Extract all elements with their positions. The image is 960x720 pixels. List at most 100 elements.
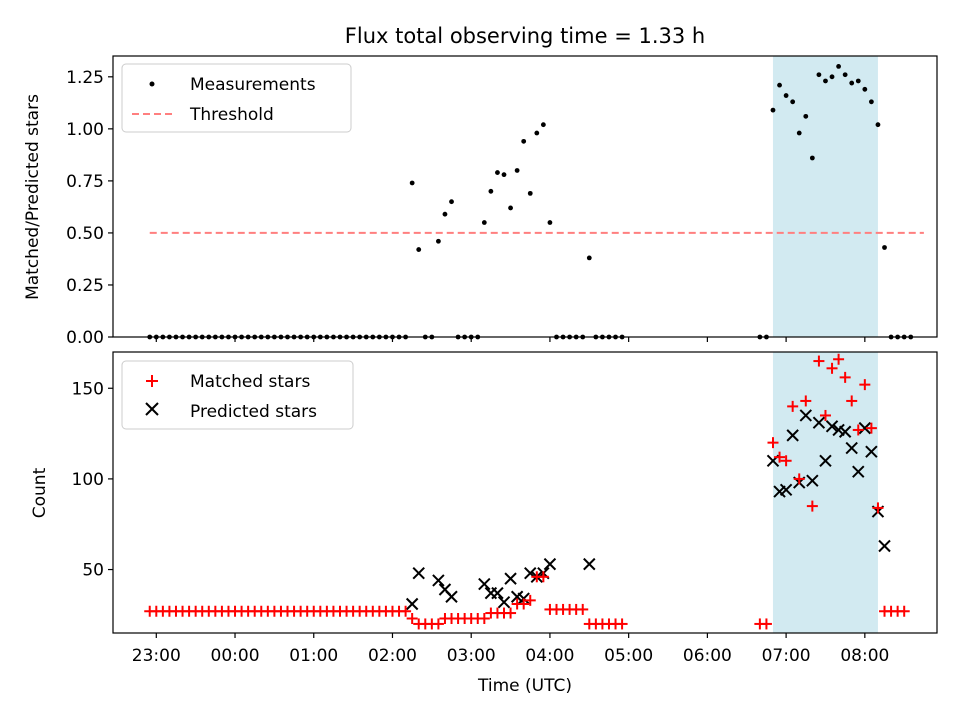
predicted-stars-point: [838, 425, 852, 438]
x-tick-label: 03:00: [447, 646, 496, 666]
top-y-tick-label: 0.75: [66, 172, 104, 192]
measurement-point: [829, 74, 835, 80]
matched-stars-point: [780, 455, 792, 467]
predicted-stars-point: [812, 416, 826, 429]
matched-stars-point: [859, 379, 871, 391]
matched-stars-point: [865, 422, 877, 434]
measurement-point: [882, 245, 887, 250]
top-y-tick-label: 0.50: [66, 224, 104, 244]
predicted-stars-point: [583, 557, 596, 571]
matched-stars-point: [478, 612, 490, 624]
x-tick-label: 02:00: [368, 646, 417, 666]
matched-stars-point: [537, 571, 549, 583]
predicted-stars-point: [543, 557, 557, 571]
bottom-y-tick-label: 100: [72, 470, 104, 490]
measurement-point: [875, 122, 881, 128]
measurement-point: [777, 82, 782, 88]
measurement-point: [842, 72, 848, 78]
x-tick-label: 06:00: [683, 646, 732, 666]
matched-stars-point: [400, 605, 412, 617]
measurement-point: [481, 220, 487, 225]
measurement-point: [803, 113, 809, 119]
top-y-tick-label: 0.00: [66, 328, 104, 348]
x-axis-label: Time (UTC): [477, 676, 572, 696]
matched-stars-point: [819, 409, 831, 421]
predicted-stars-point: [445, 590, 458, 603]
predicted-stars-point: [478, 577, 491, 591]
matched-stars-point: [846, 395, 858, 407]
bottom-y-tick-label: 50: [82, 561, 104, 581]
top-legend-box: [121, 63, 352, 133]
matched-stars-point: [406, 612, 418, 624]
measurement-point: [855, 78, 861, 84]
measurement-point: [816, 72, 822, 78]
predicted-stars-point: [819, 454, 832, 467]
measurement-point: [527, 190, 533, 196]
matched-stars-point: [774, 451, 786, 463]
top-x-axis-ticks: [155, 337, 866, 342]
top-panel: Flux total observing time = 1.33 h 0.000…: [23, 24, 938, 348]
measurement-point: [796, 130, 802, 136]
predicted-stars-point: [825, 420, 839, 433]
measurement-point: [488, 188, 494, 194]
top-y-tick-label: 0.25: [66, 276, 104, 296]
measurement-point: [849, 80, 855, 86]
matched-stars-point: [505, 607, 517, 619]
measurement-point: [508, 205, 513, 211]
bottom-y-axis-label: Count: [30, 467, 50, 518]
chart-title: Flux total observing time = 1.33 h: [345, 24, 705, 48]
measurement-point: [449, 199, 454, 205]
measurement-point: [540, 122, 546, 128]
shaded-region-top: [772, 56, 878, 337]
matched-stars-point: [518, 598, 530, 610]
predicted-stars-point: [858, 421, 872, 435]
measurement-point: [416, 247, 422, 252]
matched-stars-point: [898, 605, 910, 617]
matched-stars-point: [577, 603, 589, 615]
measurement-point: [790, 99, 796, 105]
matched-stars-point: [839, 371, 851, 383]
predicted-stars-legend-label: Predicted stars: [190, 402, 317, 422]
predicted-stars-point: [845, 441, 858, 455]
predicted-stars-point: [432, 574, 445, 587]
top-y-tick-label: 1.25: [66, 68, 104, 88]
predicted-stars-point: [779, 483, 793, 496]
matched-stars-point: [826, 362, 838, 374]
predicted-stars-point: [865, 445, 878, 458]
measurement-point: [868, 99, 874, 105]
threshold-legend-label: Threshold: [189, 105, 274, 125]
predicted-stars-point: [878, 539, 891, 553]
top-y-tick-label: 1.00: [66, 120, 104, 140]
predicted-stars-point: [799, 409, 812, 422]
predicted-stars-legend-marker: [145, 402, 159, 416]
matched-stars-legend-marker: [146, 375, 158, 387]
bottom-y-axis-ticks: 50 100 150: [72, 379, 113, 581]
matched-stars-point: [616, 618, 628, 630]
top-y-axis-ticks: 0.00 0.25 0.50 0.75 1.00 1.25: [66, 68, 113, 348]
measurement-point: [436, 238, 441, 244]
measurement-point: [809, 155, 815, 161]
matched-stars-point: [432, 618, 444, 630]
predicted-stars-point: [405, 597, 419, 611]
x-tick-label: 04:00: [525, 646, 574, 666]
matched-stars-legend-label: Matched stars: [190, 372, 310, 392]
predicted-stars-point: [806, 474, 819, 487]
top-y-axis-label: Matched/Predicted stars: [23, 94, 43, 300]
measurement-point: [534, 130, 540, 136]
matched-stars-point: [806, 500, 818, 512]
x-tick-label: 00:00: [211, 646, 260, 666]
matched-stars-point: [800, 395, 812, 407]
matched-stars-points: [144, 353, 910, 630]
top-plot-frame: [112, 55, 938, 338]
bottom-plot-frame: [112, 351, 938, 634]
bottom-legend-box: [121, 360, 354, 430]
bottom-panel: 50 100 150 23:00 00:00 01:00 02:00 03:00 04:00 0…: [30, 351, 938, 696]
predicted-stars-point: [504, 572, 517, 585]
x-tick-label: 08:00: [840, 646, 889, 666]
shaded-region-bottom: [772, 352, 878, 633]
measurement-point: [521, 138, 527, 144]
measurement-point: [495, 170, 500, 175]
measurement-point: [586, 255, 592, 261]
measurement-point: [514, 168, 520, 173]
